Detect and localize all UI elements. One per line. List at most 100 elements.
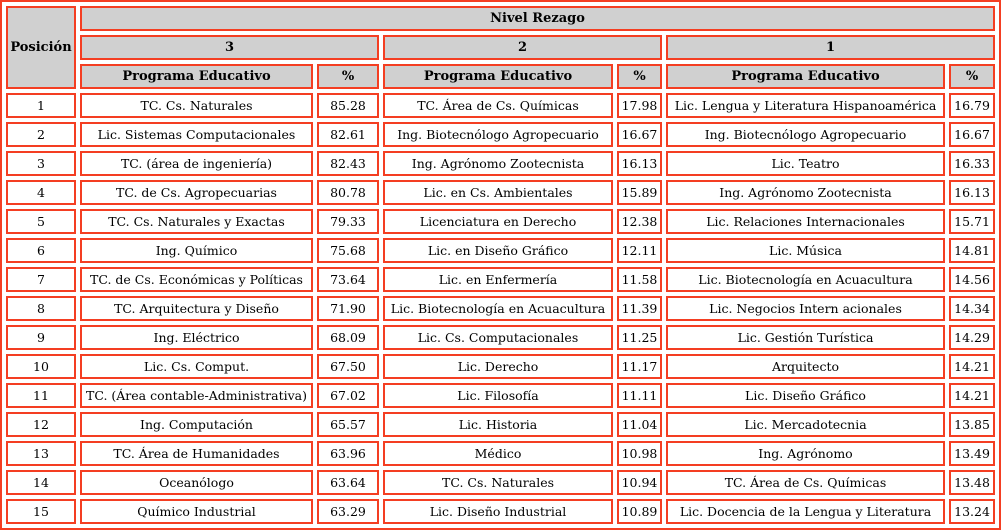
percent-cell-level1: 13.49 [949,441,996,466]
percent-cell-level1: 16.13 [949,180,996,205]
position-cell: 2 [6,122,76,147]
percent-cell-level1: 14.81 [949,238,996,263]
percent-cell-level1: 14.21 [949,354,996,379]
percent-cell-level2: 10.98 [617,441,662,466]
position-cell: 12 [6,412,76,437]
percent-cell-level1: 16.67 [949,122,996,147]
percent-cell-level2: 12.11 [617,238,662,263]
table-row: 4 TC. de Cs. Agropecuarias 80.78 Lic. en… [6,180,996,205]
level-1-header: 1 [666,35,996,60]
program-cell-level2: TC. Área de Cs. Químicas [383,93,613,118]
program-cell-level1: Lic. Negocios Intern acionales [666,296,945,321]
program-cell-level3: TC. (área de ingeniería) [80,151,313,176]
program-cell-level1: Ing. Biotecnólogo Agropecuario [666,122,945,147]
position-cell: 5 [6,209,76,234]
position-cell: 1 [6,93,76,118]
program-cell-level3: Lic. Cs. Comput. [80,354,313,379]
program-cell-level3: TC. Área de Humanidades [80,441,313,466]
percent-cell-level3: 68.09 [317,325,379,350]
percent-cell-level1: 14.34 [949,296,996,321]
program-cell-level1: Ing. Agrónomo Zootecnista [666,180,945,205]
percent-cell-level3: 75.68 [317,238,379,263]
percent-cell-level2: 10.89 [617,499,662,524]
table-row: 8 TC. Arquitectura y Diseño 71.90 Lic. B… [6,296,996,321]
position-cell: 6 [6,238,76,263]
percent-cell-level1: 13.85 [949,412,996,437]
position-cell: 8 [6,296,76,321]
percent-cell-level1: 14.21 [949,383,996,408]
percent-cell-level3: 63.29 [317,499,379,524]
program-cell-level3: TC. Arquitectura y Diseño [80,296,313,321]
table-row: 11 TC. (Área contable-Administrativa) 67… [6,383,996,408]
program-cell-level2: Lic. en Cs. Ambientales [383,180,613,205]
level-3-header: 3 [80,35,379,60]
percent-cell-level1: 15.71 [949,209,996,234]
percent-cell-level2: 11.25 [617,325,662,350]
program-cell-level2: TC. Cs. Naturales [383,470,613,495]
program-cell-level2: Ing. Agrónomo Zootecnista [383,151,613,176]
percent-cell-level3: 73.64 [317,267,379,292]
program-cell-level2: Lic. Derecho [383,354,613,379]
program-cell-level1: Lic. Lengua y Literatura Hispanoamérica [666,93,945,118]
program-cell-level3: Ing. Eléctrico [80,325,313,350]
position-header: Posición [6,6,76,89]
position-cell: 11 [6,383,76,408]
table-body: 1 TC. Cs. Naturales 85.28 TC. Área de Cs… [6,93,996,524]
program-cell-level2: Lic. Filosofía [383,383,613,408]
percent-cell-level3: 65.57 [317,412,379,437]
table-row: 7 TC. de Cs. Económicas y Políticas 73.6… [6,267,996,292]
program-header-level3: Programa Educativo [80,64,313,89]
program-cell-level3: Oceanólogo [80,470,313,495]
percent-cell-level3: 67.02 [317,383,379,408]
percent-header-level1: % [949,64,996,89]
program-cell-level1: Lic. Mercadotecnia [666,412,945,437]
percent-cell-level3: 79.33 [317,209,379,234]
table-row: 13 TC. Área de Humanidades 63.96 Médico … [6,441,996,466]
program-cell-level2: Ing. Biotecnólogo Agropecuario [383,122,613,147]
table-row: 14 Oceanólogo 63.64 TC. Cs. Naturales 10… [6,470,996,495]
percent-header-level2: % [617,64,662,89]
table-row: 10 Lic. Cs. Comput. 67.50 Lic. Derecho 1… [6,354,996,379]
position-cell: 7 [6,267,76,292]
table-row: 5 TC. Cs. Naturales y Exactas 79.33 Lice… [6,209,996,234]
program-cell-level1: Lic. Docencia de la Lengua y Literatura [666,499,945,524]
percent-cell-level1: 13.48 [949,470,996,495]
percent-cell-level3: 82.43 [317,151,379,176]
header-row-title: Posición Nivel Rezago [6,6,996,89]
percent-cell-level2: 11.39 [617,296,662,321]
position-cell: 14 [6,470,76,495]
percent-cell-level3: 80.78 [317,180,379,205]
percent-cell-level2: 17.98 [617,93,662,118]
table-row: 12 Ing. Computación 65.57 Lic. Historia … [6,412,996,437]
percent-header-level3: % [317,64,379,89]
program-cell-level3: TC. (Área contable-Administrativa) [80,383,313,408]
table-row: 2 Lic. Sistemas Computacionales 82.61 In… [6,122,996,147]
table-row: 1 TC. Cs. Naturales 85.28 TC. Área de Cs… [6,93,996,118]
program-cell-level1: TC. Área de Cs. Químicas [666,470,945,495]
program-cell-level2: Lic. en Enfermería [383,267,613,292]
program-cell-level1: Lic. Relaciones Internacionales [666,209,945,234]
position-cell: 13 [6,441,76,466]
percent-cell-level2: 11.58 [617,267,662,292]
program-header-level1: Programa Educativo [666,64,945,89]
percent-cell-level2: 11.04 [617,412,662,437]
program-cell-level1: Lic. Música [666,238,945,263]
program-cell-level3: TC. Cs. Naturales [80,93,313,118]
percent-cell-level1: 16.79 [949,93,996,118]
percent-cell-level3: 71.90 [317,296,379,321]
percent-cell-level1: 14.29 [949,325,996,350]
program-cell-level1: Arquitecto [666,354,945,379]
percent-cell-level1: 13.24 [949,499,996,524]
program-cell-level1: Ing. Agrónomo [666,441,945,466]
percent-cell-level3: 85.28 [317,93,379,118]
position-cell: 15 [6,499,76,524]
program-cell-level3: Lic. Sistemas Computacionales [80,122,313,147]
program-cell-level1: Lic. Teatro [666,151,945,176]
table-title: Nivel Rezago [80,6,996,31]
percent-cell-level1: 16.33 [949,151,996,176]
program-cell-level3: TC. de Cs. Económicas y Políticas [80,267,313,292]
percent-cell-level2: 12.38 [617,209,662,234]
percent-cell-level3: 63.96 [317,441,379,466]
program-cell-level2: Lic. Cs. Computacionales [383,325,613,350]
